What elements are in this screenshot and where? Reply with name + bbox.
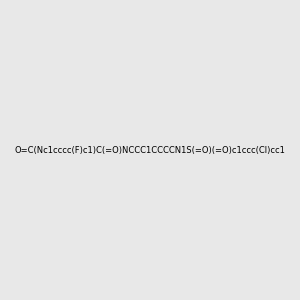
Text: O=C(Nc1cccc(F)c1)C(=O)NCCC1CCCCN1S(=O)(=O)c1ccc(Cl)cc1: O=C(Nc1cccc(F)c1)C(=O)NCCC1CCCCN1S(=O)(=… bbox=[15, 146, 285, 154]
